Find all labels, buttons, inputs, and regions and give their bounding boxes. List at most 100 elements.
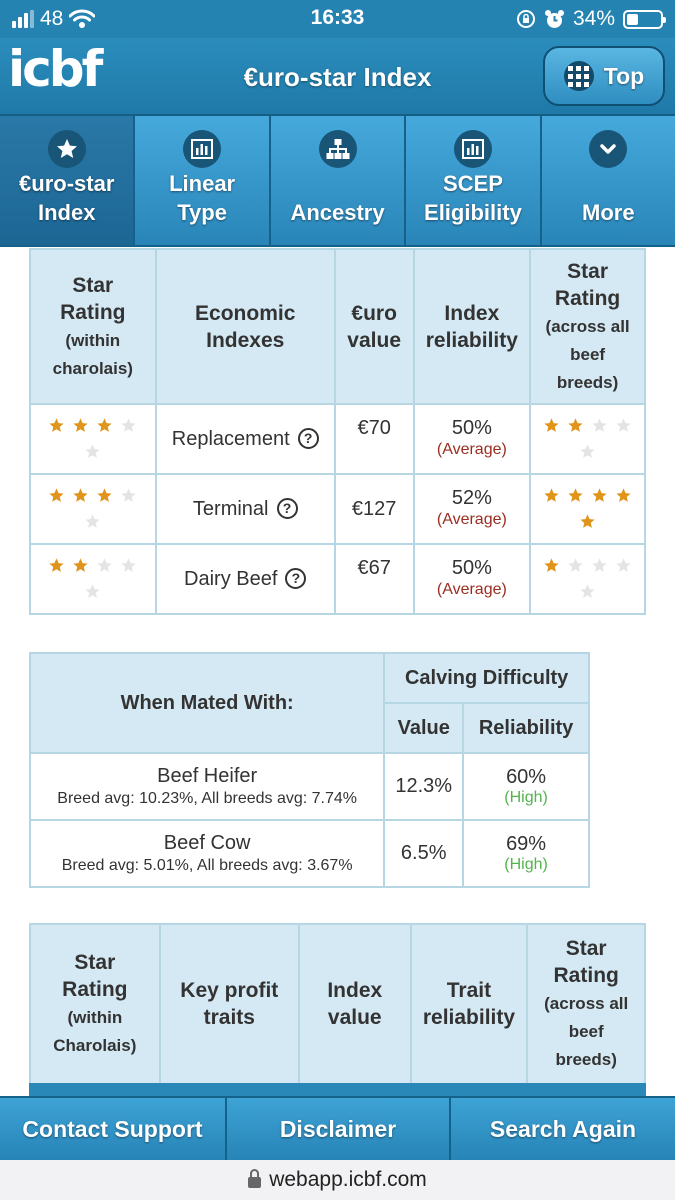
star-icon (47, 130, 86, 168)
tab-label: €uro-star Index (19, 171, 115, 225)
key-profit-traits-header: Key profit traits (158, 923, 300, 1085)
tab-linear-type[interactable]: Linear Type (135, 116, 271, 245)
star-empty-icon (592, 418, 607, 432)
disclaimer-button[interactable]: Disclaimer (227, 1098, 451, 1160)
reliability-value: 50% (451, 417, 492, 439)
star-empty-icon (85, 584, 100, 598)
mate-name: Beef Heifer (157, 765, 258, 787)
reliability-value: 69% (506, 833, 547, 855)
page-title: €uro-star Index (243, 62, 432, 92)
table-header-row: Star Rating (within charolais) Economic Inde… (29, 248, 646, 405)
star-empty-icon (580, 444, 595, 458)
bar-chart-icon (183, 130, 222, 168)
star-row (35, 487, 151, 504)
star-rating-within-header: Star Rating (within Charolais) (29, 923, 161, 1085)
clock: 16:33 (310, 6, 365, 29)
index-name: Dairy Beef (184, 567, 278, 590)
star-filled-icon (544, 418, 559, 432)
contact-support-button[interactable]: Contact Support (0, 1098, 227, 1160)
lock-icon (248, 1169, 262, 1188)
help-icon[interactable]: ? (297, 427, 319, 449)
tab-ancestry[interactable]: Ancestry (270, 116, 407, 245)
reliability-label: (High) (504, 856, 548, 873)
tab-scep-eligibility[interactable]: SCEP Eligibility (406, 116, 542, 245)
star-row (35, 443, 151, 460)
star-row (535, 487, 640, 504)
table-header-row: Value Reliability (30, 702, 590, 754)
index-name: Terminal (192, 497, 269, 520)
star-empty-icon (85, 514, 100, 528)
reliability-value: 50% (451, 557, 492, 579)
value-header: Value (383, 702, 465, 754)
index-value-header: Index value (297, 923, 412, 1085)
mate-name: Beef Cow (163, 832, 251, 854)
index-name-cell: Terminal? (154, 473, 336, 545)
reliability-value: 60% (506, 766, 547, 788)
tab-euro-star-index[interactable]: €uro-star Index (0, 116, 136, 245)
star-empty-icon (592, 558, 607, 572)
mated-with-header: When Mated With: (28, 652, 386, 754)
wifi-icon (69, 9, 96, 28)
star-filled-icon (568, 488, 583, 502)
search-again-button[interactable]: Search Again (489, 1115, 637, 1142)
star-filled-icon (592, 488, 607, 502)
browser-url-bar[interactable]: webapp.icbf.com (0, 1160, 675, 1200)
euro-value-header: €uro value (333, 248, 415, 405)
star-row (35, 513, 151, 530)
reliability-cell: 52% (Average) (412, 473, 532, 545)
star-filled-icon (49, 558, 64, 572)
star-empty-icon (121, 488, 136, 502)
economic-indexes-header: Economic Indexes (154, 248, 336, 405)
star-empty-icon (568, 558, 583, 572)
calving-value: 12.3% (383, 752, 465, 821)
star-filled-icon (580, 514, 595, 528)
top-button[interactable]: Top (543, 46, 665, 106)
tab-label: Ancestry (290, 200, 385, 225)
star-filled-icon (616, 488, 631, 502)
reliability-cell: 60% (High) (462, 752, 590, 821)
alarm-icon (544, 9, 564, 28)
app-header: icbf €uro-star Index Top (0, 38, 675, 116)
euro-value: €127 (333, 473, 415, 545)
key-profit-traits-table: Star Rating (within Charolais) Key profit tr… (29, 923, 646, 1085)
help-icon[interactable]: ? (285, 567, 307, 589)
table-row: Beef Heifer Breed avg: 10.23%, All breeds… (28, 752, 590, 821)
signal-strength: 48 (40, 7, 64, 30)
star-rating-within-header: Star Rating (within charolais) (29, 248, 157, 405)
star-filled-icon (544, 558, 559, 572)
bottom-nav: Contact Support Disclaimer Search Again (0, 1096, 675, 1160)
star-row (535, 557, 640, 574)
tab-more[interactable]: More (541, 116, 675, 245)
star-rating-across-header: Star Rating (across all beef breeds) (529, 248, 646, 405)
mated-with-cell: Beef Heifer Breed avg: 10.23%, All breeds… (28, 752, 386, 821)
star-empty-icon (121, 558, 136, 572)
table-header-row: When Mated With: Calving Difficulty (28, 652, 590, 754)
index-name-cell: Dairy Beef? (154, 543, 336, 615)
cellular-signal-icon (12, 10, 34, 28)
calving-value: 6.5% (383, 819, 465, 888)
economic-index-table: Star Rating (within charolais) Economic Inde… (29, 248, 646, 615)
star-filled-icon (568, 418, 583, 432)
star-empty-icon (616, 418, 631, 432)
url-text: webapp.icbf.com (269, 1168, 427, 1191)
tab-label: More (582, 200, 635, 225)
star-row (535, 513, 640, 530)
hierarchy-icon (318, 130, 357, 168)
reliability-cell: 50% (Average) (412, 543, 532, 615)
reliability-value: 52% (451, 487, 492, 509)
star-filled-icon (544, 488, 559, 502)
orientation-lock-icon (516, 10, 535, 28)
chevron-down-icon (589, 130, 628, 168)
reliability-cell: 69% (High) (462, 819, 590, 888)
tab-label: Linear Type (169, 171, 236, 225)
reliability-label: (Average) (436, 511, 507, 528)
reliability-label: (High) (504, 789, 548, 806)
euro-value: €67 (333, 543, 415, 615)
tab-bar: €uro-star Index Linear Type Ancestry SCEP E… (0, 116, 675, 247)
star-filled-icon (97, 488, 112, 502)
reliability-label: (Average) (436, 581, 507, 598)
help-icon[interactable]: ? (276, 497, 298, 519)
table-row: Replacement? €70 50% (Average) (29, 403, 646, 475)
status-right: 34% (516, 6, 666, 32)
icbf-logo[interactable]: icbf (8, 40, 103, 98)
